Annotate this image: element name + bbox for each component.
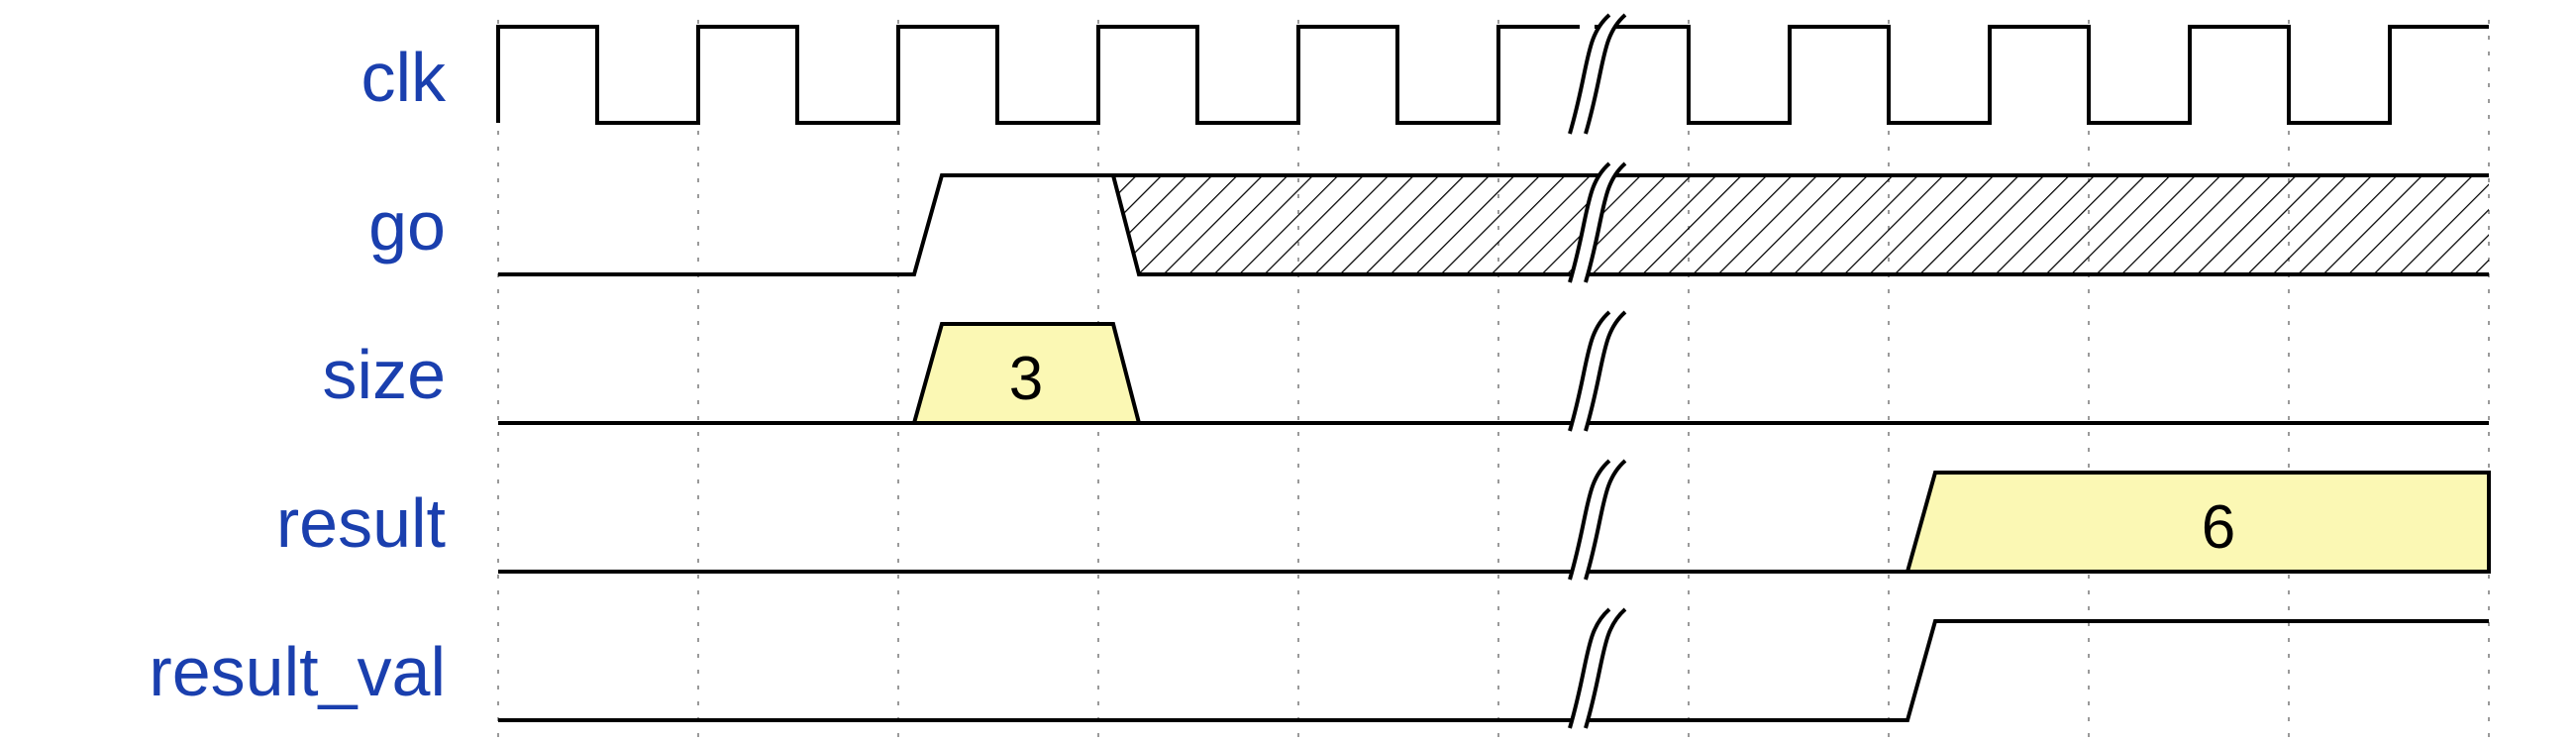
time-break-mark [1568, 13, 1627, 135]
go-dont-care-region [1113, 175, 2489, 274]
time-break-mark [1568, 161, 1627, 283]
size-waveform: 3 [498, 322, 2489, 425]
result-waveform: 6 [498, 471, 2491, 574]
time-break-mark [1568, 459, 1627, 581]
label-size: size [323, 336, 446, 413]
size-value-label: 3 [1009, 345, 1043, 413]
result-val-waveform [498, 619, 2489, 722]
go-waveform [498, 173, 2489, 276]
label-clk: clk [361, 39, 447, 116]
signal-labels: clk go size result result_val [149, 39, 447, 710]
clk-waveform-after-break [1595, 25, 2489, 125]
time-break-marks [1568, 13, 1627, 729]
time-break-mark [1568, 607, 1627, 729]
result-value-label: 6 [2202, 493, 2235, 562]
time-break-mark [1568, 310, 1627, 432]
label-result: result [276, 484, 446, 562]
result-bus-value [1905, 471, 2491, 574]
clk-waveform [496, 25, 1580, 125]
label-go: go [368, 187, 446, 265]
cycle-grid [497, 20, 2490, 738]
label-result-val: result_val [149, 633, 446, 710]
